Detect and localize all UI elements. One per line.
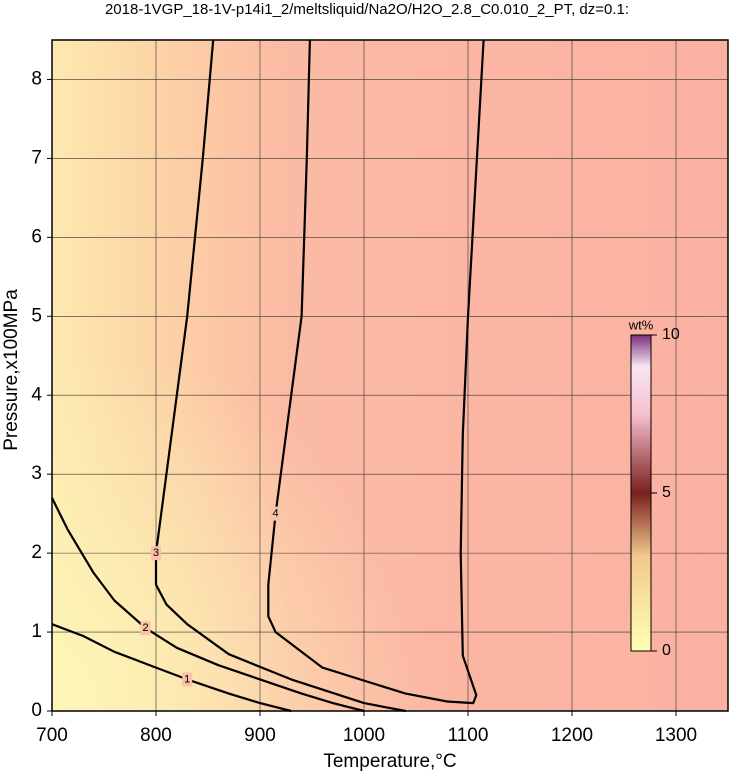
x-tick-label: 800 — [140, 725, 172, 746]
y-tick-label: 1 — [31, 621, 42, 642]
y-axis-label: Pressure,x100MPa — [1, 289, 22, 451]
colorbar-tick-label: 10 — [662, 326, 680, 343]
contour-line — [51, 623, 292, 713]
contour-label-bg — [140, 621, 151, 636]
contour-label: 4 — [273, 508, 279, 520]
contour-label: 1 — [184, 673, 190, 685]
x-tick-label: 700 — [36, 725, 68, 746]
contour-label-bg — [151, 546, 161, 561]
plot-frame — [51, 39, 729, 712]
y-tick-label: 3 — [31, 463, 42, 484]
colorbar-tick-label: 0 — [662, 642, 671, 659]
x-axis-label: Temperature,°C — [323, 751, 456, 772]
y-tick-label: 8 — [31, 68, 42, 89]
y-tick-label: 2 — [31, 542, 42, 563]
x-tick-label: 900 — [244, 725, 276, 746]
colorbar — [630, 334, 652, 652]
contour-line — [154, 39, 406, 713]
plot-shade — [52, 40, 728, 711]
contour-line — [267, 39, 485, 705]
x-tick-label: 1100 — [448, 725, 489, 746]
y-tick-label: 0 — [31, 700, 42, 721]
contour-line — [51, 497, 365, 713]
x-tick-label: 1200 — [551, 725, 593, 746]
y-tick-label: 6 — [31, 226, 42, 247]
x-tick-label: 1300 — [655, 725, 697, 746]
y-tick-label: 5 — [31, 305, 42, 326]
y-tick-label: 4 — [31, 384, 42, 405]
contour-label: 2 — [143, 622, 149, 634]
contour-label-bg — [182, 672, 193, 687]
contour-label: 3 — [153, 547, 159, 559]
y-tick-label: 7 — [31, 147, 42, 168]
colorbar-label: wt% — [628, 317, 654, 332]
contour-label-bg — [270, 506, 281, 521]
colorbar-tick-label: 5 — [662, 484, 671, 501]
x-tick-label: 1000 — [343, 725, 385, 746]
chart-title: 2018-1VGP_18-1V-p14i1_2/meltsliquid/Na2O… — [105, 1, 629, 18]
